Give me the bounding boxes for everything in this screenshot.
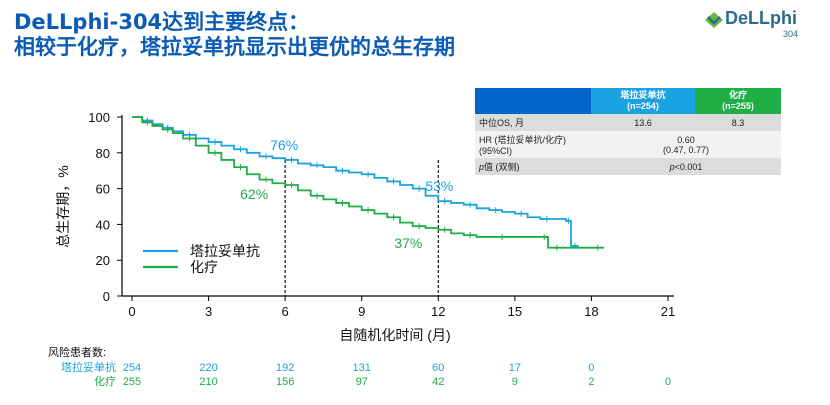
x-tick-label: 21 [661,304,675,319]
series-line-chemo [132,116,605,249]
survival-annotation: 53% [425,178,453,194]
stats-header-tarlatamab: 塔拉妥单抗 (n=254) [591,88,695,114]
x-tick-label: 9 [358,304,365,319]
stats-label: p值 (双侧) [475,158,591,175]
risk-value: 17 [509,362,521,374]
risk-value: 131 [353,362,371,374]
x-tick-label: 12 [431,304,445,319]
y-tick-label: 60 [96,182,110,197]
risk-value: 0 [588,362,594,374]
risk-row-label: 化疗 [94,374,116,388]
stats-header-blank [475,88,591,114]
x-tick-label: 18 [584,304,598,319]
y-tick-label: 40 [96,217,110,232]
logo-name: DeLLphi [725,8,797,28]
logo-sub: 304 [783,29,799,39]
legend-label: 化疗 [190,259,218,275]
stats-value-b: 8.3 [695,114,781,131]
x-tick-label: 3 [205,304,212,319]
risk-value: 2 [588,376,594,388]
page-title: DeLLphi-304达到主要终点： 相较于化疗，塔拉妥单抗显示出更优的总生存期 [14,10,634,60]
survival-annotation: 37% [394,235,422,251]
risk-value: 210 [199,376,217,388]
x-tick-label: 6 [282,304,289,319]
p-italic: p [479,162,485,172]
title-line-2: 相较于化疗，塔拉妥单抗显示出更优的总生存期 [14,35,455,59]
stats-value-hr: 0.60 (0.47, 0.77) [591,131,781,158]
risk-table-title: 风险患者数: [48,345,106,359]
title-line-1: DeLLphi-304达到主要终点： [14,10,310,34]
diamond-chevron-icon [705,12,723,28]
risk-value: 9 [512,376,518,388]
stats-header-chemo: 化疗 (n=255) [695,88,781,114]
stats-table: 塔拉妥单抗 (n=254) 化疗 (n=255) 中位OS, 月 13.6 8.3 … [475,88,781,175]
risk-value: 254 [123,362,141,374]
survival-annotation: 62% [240,186,268,202]
y-tick-label: 80 [96,146,110,161]
risk-value: 156 [276,376,294,388]
risk-value: 97 [356,376,368,388]
risk-row-label: 塔拉妥单抗 [61,360,116,374]
risk-value: 60 [432,362,444,374]
x-tick-label: 0 [128,304,135,319]
stats-value-a: 13.6 [591,114,695,131]
p-value: <0.001 [674,161,703,172]
y-tick-label: 100 [88,110,110,125]
legend-label: 塔拉妥单抗 [190,243,260,259]
risk-value: 220 [199,362,217,374]
p-italic-value: p [669,161,675,172]
x-tick-label: 15 [508,304,522,319]
stats-value-p: p<0.001 [591,158,781,175]
stats-label: 中位OS, 月 [475,114,591,131]
stats-row-median-os: 中位OS, 月 13.6 8.3 [475,114,781,131]
stats-row-p: p值 (双侧) p<0.001 [475,158,781,175]
p-label-suffix: 值 (双侧) [484,162,520,172]
risk-value: 0 [665,376,671,388]
stats-label: HR (塔拉妥单抗/化疗) (95%CI) [475,131,591,158]
y-axis-label: 总生存期，% [55,165,71,247]
risk-value: 255 [123,376,141,388]
dellphi-logo: DeLLphi 304 [703,8,823,44]
stats-row-hr: HR (塔拉妥单抗/化疗) (95%CI) 0.60 (0.47, 0.77) [475,131,781,158]
survival-annotation: 76% [270,137,298,153]
risk-value: 42 [432,376,444,388]
x-axis-label: 自随机化时间 (月) [339,327,450,343]
y-tick-label: 20 [96,253,110,268]
risk-value: 192 [276,362,294,374]
y-tick-label: 0 [103,289,110,304]
